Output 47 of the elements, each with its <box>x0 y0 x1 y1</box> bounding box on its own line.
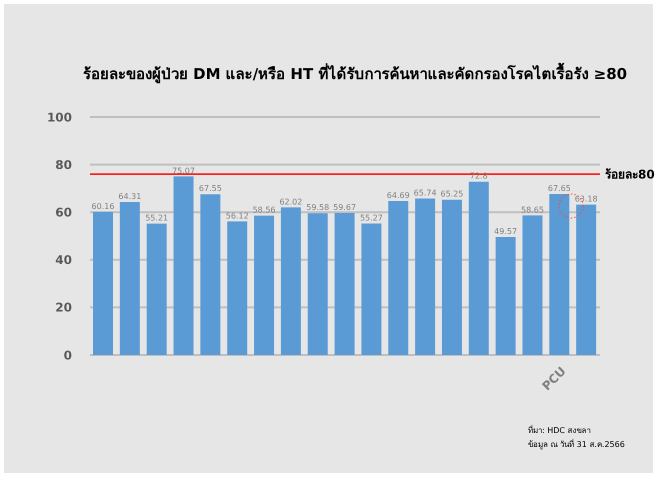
data-label: 55.21 <box>145 214 168 223</box>
bar <box>496 237 516 355</box>
y-tick-label: 20 <box>55 300 72 315</box>
data-label: 59.58 <box>306 203 330 212</box>
data-label: 55.27 <box>360 213 383 222</box>
data-label: 60.16 <box>92 202 114 211</box>
y-tick-label: 100 <box>46 110 72 124</box>
y-tick-label: 80 <box>55 158 72 172</box>
data-label: 59.67 <box>333 202 356 212</box>
bar <box>280 207 301 355</box>
data-label: 64.31 <box>118 192 142 201</box>
bar <box>442 200 462 355</box>
text: ข้อมูล ณ วันที่ 31 ส.ค.2566 <box>528 438 625 451</box>
data-label: 58.65 <box>521 205 544 214</box>
data-label: 75.07 <box>172 166 195 176</box>
data-label: 49.57 <box>494 227 518 236</box>
y-tick-label: 60 <box>55 205 72 220</box>
data-label: 64.69 <box>386 191 410 200</box>
bar <box>308 213 328 355</box>
chart-title: ร้อยละของผู้ป่วย DM และ/หรือ HT ที่ได้รับการค้นหาและคัดกรองโรคไตเรื้อรัง ≥80 <box>82 62 628 86</box>
bar <box>361 223 382 355</box>
text: ที่มา: HDC สงขลา <box>528 424 591 437</box>
data-label: 56.12 <box>226 211 249 220</box>
data-label: 58.56 <box>252 206 276 215</box>
bar <box>576 204 596 355</box>
ref-line-label: ร้อยละ80 <box>605 167 655 182</box>
data-label: 65.25 <box>440 190 464 199</box>
bar <box>93 212 113 355</box>
data-label: 63.18 <box>574 194 598 204</box>
y-tick-label: 0 <box>64 348 72 362</box>
data-label: 65.74 <box>414 188 437 198</box>
data-label: 67.55 <box>198 184 222 194</box>
bar <box>388 201 408 355</box>
bar <box>146 224 167 355</box>
bar <box>227 221 248 355</box>
bar <box>334 212 355 355</box>
bar <box>174 176 194 355</box>
bar <box>254 216 274 355</box>
bar <box>468 182 489 355</box>
data-label: 67.65 <box>548 184 571 193</box>
bar <box>120 202 140 355</box>
bar <box>522 215 542 355</box>
bar <box>549 194 570 355</box>
bar <box>200 194 220 355</box>
data-label: 62.02 <box>279 197 302 206</box>
y-tick-label: 40 <box>55 253 72 268</box>
bar <box>415 198 436 355</box>
